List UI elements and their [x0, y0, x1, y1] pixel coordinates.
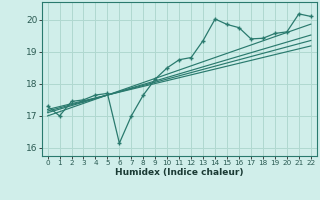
X-axis label: Humidex (Indice chaleur): Humidex (Indice chaleur) [115, 168, 244, 177]
